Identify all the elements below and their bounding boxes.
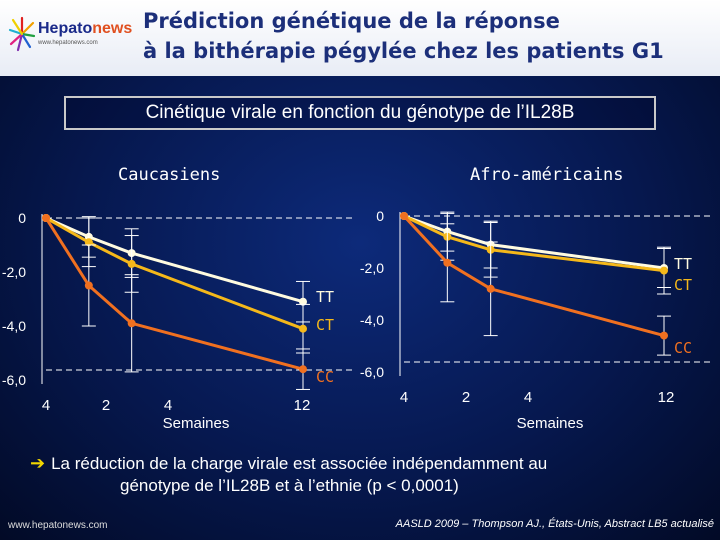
data-point-ct-afro (660, 266, 668, 275)
y-tick-label-afro: -4,0 (360, 312, 384, 328)
header-band: Hepatonews www.hepatonews.com Prédiction… (0, 0, 720, 76)
y-tick-label-cau: -4,0 (2, 318, 26, 334)
series-line-cc-cau (44, 217, 304, 371)
x-tick-label-cau: 4 (164, 397, 172, 414)
x-tick-label-cau: 4 (42, 397, 50, 414)
data-point-cc-cau (42, 214, 50, 222)
y-tick-label-cau: -2,0 (2, 264, 26, 280)
series-line-tt-afro (403, 214, 665, 270)
x-tick-label-afro: 4 (400, 389, 408, 406)
series-label-tt-cau: TT (316, 288, 334, 306)
starburst-icon (8, 16, 36, 52)
series-label-tt-afro: TT (674, 255, 692, 273)
series-label-cc-cau: CC (316, 368, 334, 386)
data-point-ct-cau (127, 259, 136, 268)
citation: AASLD 2009 – Thompson AJ., États-Unis, A… (395, 518, 714, 530)
page-title: Prédiction génétique de la réponse à la … (143, 6, 664, 66)
title-line-2: à la bithérapie pégylée chez les patient… (143, 39, 664, 63)
x-tick-label-cau: 2 (102, 397, 110, 414)
x-tick-label-afro: 12 (658, 389, 675, 406)
data-point-ct-cau (84, 238, 93, 247)
footer-url[interactable]: www.hepatonews.com (8, 520, 108, 531)
series-label-ct-cau: CT (316, 316, 334, 334)
logo-url: www.hepatonews.com (38, 40, 98, 46)
data-point-cc-afro (443, 258, 452, 267)
data-point-cc-afro (400, 212, 408, 220)
chart-subtitle: Cinétique virale en fonction du génotype… (64, 96, 656, 130)
series-line-ct-cau (45, 216, 304, 331)
y-tick-label-cau: 0 (18, 210, 26, 226)
x-tick-label-cau: 12 (294, 397, 311, 414)
conclusion: ➔ La réduction de la charge virale est as… (30, 452, 710, 497)
hepatonews-logo[interactable]: Hepatonews www.hepatonews.com (8, 14, 132, 64)
series-line-tt-cau (45, 216, 304, 304)
data-point-cc-cau (299, 365, 307, 374)
conclusion-line-2: génotype de l’IL28B et à l’ethnie (p < 0… (120, 476, 459, 495)
x-tick-label-afro: 2 (462, 389, 470, 406)
data-point-cc-cau (127, 319, 136, 328)
data-point-cc-afro (486, 284, 495, 293)
conclusion-line-1: La réduction de la charge virale est ass… (51, 454, 548, 473)
series-label-cc-afro: CC (674, 339, 692, 357)
y-tick-label-afro: 0 (376, 208, 384, 224)
panel-title-caucasiens: Caucasiens (118, 165, 221, 185)
panel-title-afro: Afro-américains (470, 165, 624, 185)
title-line-1: Prédiction génétique de la réponse (143, 9, 560, 33)
series-label-ct-afro: CT (674, 276, 692, 294)
x-axis-label-afro: Semaines (517, 415, 584, 432)
series-line-ct-afro (403, 214, 665, 273)
data-point-cc-cau (84, 281, 93, 290)
data-point-cc-afro (660, 331, 668, 340)
y-tick-label-afro: -2,0 (360, 260, 384, 276)
y-tick-label-afro: -6,0 (360, 364, 384, 380)
data-point-ct-cau (299, 324, 307, 333)
logo-text: Hepatonews (38, 20, 133, 37)
y-tick-label-cau: -6,0 (2, 372, 26, 388)
arrow-right-icon: ➔ (30, 453, 46, 473)
x-tick-label-afro: 4 (524, 389, 532, 406)
data-point-tt-cau (299, 297, 307, 306)
series-line-cc-afro (402, 214, 665, 338)
x-axis-label-cau: Semaines (163, 415, 230, 432)
